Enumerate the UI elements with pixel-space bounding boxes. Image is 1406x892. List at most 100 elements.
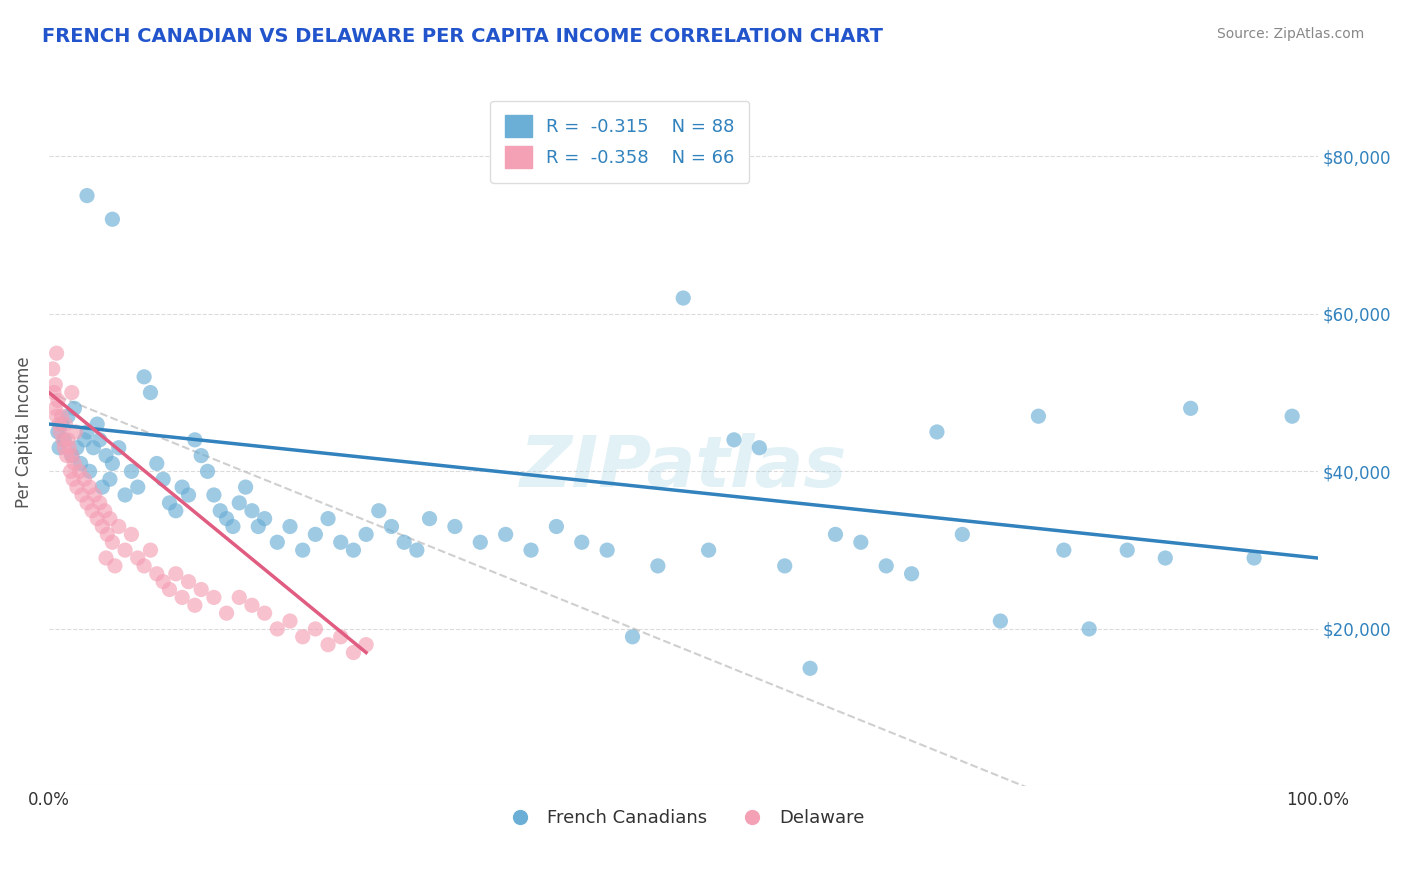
- Point: [380, 519, 402, 533]
- Point: [1116, 543, 1139, 558]
- Point: [172, 591, 194, 605]
- Point: [215, 606, 238, 620]
- Point: [266, 535, 288, 549]
- Point: [89, 433, 111, 447]
- Point: [86, 511, 108, 525]
- Point: [247, 519, 270, 533]
- Point: [120, 464, 142, 478]
- Point: [1154, 551, 1177, 566]
- Point: [101, 212, 124, 227]
- Point: [89, 496, 111, 510]
- Point: [1243, 551, 1265, 566]
- Point: [291, 630, 314, 644]
- Point: [596, 543, 619, 558]
- Point: [42, 362, 65, 376]
- Point: [152, 574, 174, 589]
- Point: [202, 591, 225, 605]
- Point: [73, 472, 96, 486]
- Point: [98, 472, 121, 486]
- Point: [96, 527, 118, 541]
- Point: [197, 464, 219, 478]
- Point: [495, 527, 517, 541]
- Point: [215, 511, 238, 525]
- Point: [98, 511, 121, 525]
- Point: [79, 464, 101, 478]
- Point: [45, 346, 67, 360]
- Point: [184, 433, 207, 447]
- Point: [253, 511, 276, 525]
- Point: [139, 543, 162, 558]
- Point: [53, 441, 76, 455]
- Point: [184, 599, 207, 613]
- Point: [94, 504, 117, 518]
- Point: [94, 551, 117, 566]
- Point: [875, 558, 897, 573]
- Point: [304, 622, 326, 636]
- Point: [165, 504, 187, 518]
- Point: [46, 393, 69, 408]
- Point: [190, 582, 212, 597]
- Point: [146, 457, 169, 471]
- Point: [950, 527, 973, 541]
- Point: [647, 558, 669, 573]
- Point: [101, 457, 124, 471]
- Point: [849, 535, 872, 549]
- Point: [48, 417, 70, 431]
- Point: [748, 441, 770, 455]
- Point: [114, 488, 136, 502]
- Point: [342, 543, 364, 558]
- Point: [67, 464, 90, 478]
- Point: [470, 535, 492, 549]
- Point: [990, 614, 1012, 628]
- Point: [69, 457, 91, 471]
- Point: [60, 449, 83, 463]
- Point: [70, 488, 93, 502]
- Point: [925, 425, 948, 439]
- Point: [42, 385, 65, 400]
- Point: [152, 472, 174, 486]
- Point: [1281, 409, 1303, 424]
- Point: [177, 488, 200, 502]
- Point: [55, 417, 77, 431]
- Point: [329, 535, 352, 549]
- Point: [316, 638, 339, 652]
- Point: [773, 558, 796, 573]
- Point: [76, 425, 98, 439]
- Y-axis label: Per Capita Income: Per Capita Income: [15, 356, 32, 508]
- Point: [329, 630, 352, 644]
- Text: Source: ZipAtlas.com: Source: ZipAtlas.com: [1216, 27, 1364, 41]
- Point: [51, 417, 73, 431]
- Point: [405, 543, 427, 558]
- Point: [53, 433, 76, 447]
- Point: [824, 527, 846, 541]
- Point: [45, 409, 67, 424]
- Point: [266, 622, 288, 636]
- Point: [79, 480, 101, 494]
- Point: [202, 488, 225, 502]
- Point: [56, 433, 79, 447]
- Point: [51, 409, 73, 424]
- Point: [59, 464, 82, 478]
- Point: [86, 417, 108, 431]
- Point: [672, 291, 695, 305]
- Point: [82, 504, 104, 518]
- Point: [190, 449, 212, 463]
- Point: [520, 543, 543, 558]
- Point: [120, 527, 142, 541]
- Point: [228, 591, 250, 605]
- Point: [235, 480, 257, 494]
- Point: [52, 433, 75, 447]
- Point: [159, 582, 181, 597]
- Point: [44, 377, 66, 392]
- Point: [900, 566, 922, 581]
- Point: [1028, 409, 1050, 424]
- Point: [114, 543, 136, 558]
- Point: [697, 543, 720, 558]
- Point: [127, 551, 149, 566]
- Point: [253, 606, 276, 620]
- Point: [107, 519, 129, 533]
- Point: [48, 441, 70, 455]
- Point: [132, 558, 155, 573]
- Point: [65, 425, 87, 439]
- Point: [127, 480, 149, 494]
